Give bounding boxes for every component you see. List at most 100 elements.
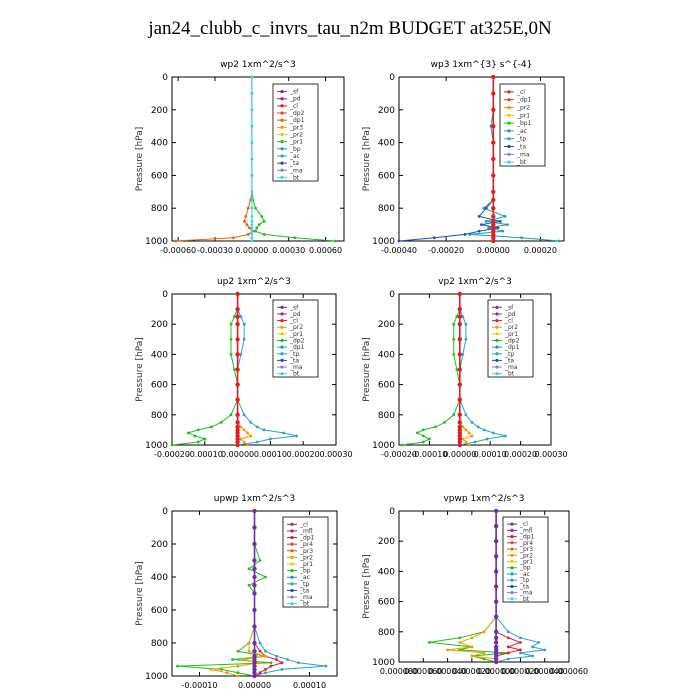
series-point [252, 654, 257, 659]
x-tick-label: -0.00040 [381, 246, 417, 255]
series-point [275, 654, 278, 658]
legend-entry: _pr3 [299, 548, 313, 555]
x-tick-label: 0.000020 [453, 667, 491, 676]
series-point [187, 431, 190, 435]
panel-title: wp3 1xm^{3} s^{-4} [431, 60, 533, 70]
series-point [519, 636, 522, 640]
y-axis-label: Pressure [hPa] [362, 127, 372, 192]
legend-marker [280, 318, 284, 323]
series-point [196, 440, 200, 444]
legend-marker [507, 113, 511, 117]
series-point [250, 190, 254, 194]
legend-marker [280, 89, 284, 94]
x-tick-label: 0.00020 [287, 450, 320, 459]
panel-title: upwp 1xm^2/s^3 [214, 494, 295, 504]
legend-entry: _mfl [299, 528, 313, 535]
panel-vpwp: vpwp 1xm^2/s^3 Pressure [hPa] 0 200 400 600 80… [362, 494, 588, 676]
series-point [452, 337, 456, 341]
series-point [537, 640, 541, 644]
series-point [250, 92, 254, 95]
series-point [491, 232, 496, 237]
legend-entry: _pr1 [519, 559, 533, 566]
series-line [469, 77, 560, 242]
legend-entry: _pr2 [289, 324, 303, 331]
series-point [452, 413, 456, 417]
series-point [457, 442, 462, 448]
series-point [242, 658, 245, 661]
legend-entry: _cl [504, 318, 513, 325]
x-tick-label: 0.00000 [238, 681, 271, 690]
series-point [242, 322, 246, 326]
series-point [239, 437, 243, 441]
series-point [428, 437, 431, 441]
series-point [235, 291, 240, 297]
series-point [427, 640, 431, 644]
legend-marker [495, 365, 499, 369]
legend-marker [495, 305, 499, 309]
legend-entry: _cl [516, 89, 525, 96]
series-line [398, 77, 501, 242]
series-point [250, 219, 254, 223]
y-tick-label: 800 [151, 204, 168, 214]
x-tick-label: 0.000080 [380, 667, 418, 676]
y-tick-label: 400 [378, 350, 395, 360]
legend-marker [280, 345, 284, 349]
series-point [493, 599, 499, 604]
series-point [235, 314, 240, 319]
y-tick-label: 600 [378, 171, 395, 181]
series-point [501, 229, 505, 233]
y-axis-label: Pressure [hPa] [135, 127, 145, 192]
series-point [258, 559, 262, 562]
series-point [252, 663, 257, 669]
legend-marker [280, 132, 284, 137]
legend-marker [510, 541, 514, 545]
y-tick-label: 400 [151, 350, 168, 360]
series-line [177, 511, 272, 677]
series-point [470, 654, 474, 658]
series-point [467, 431, 471, 435]
panel-title: vpwp 1xm^2/s^3 [443, 494, 524, 504]
series-point [461, 437, 465, 441]
series-point [457, 439, 462, 445]
series-point [252, 649, 257, 654]
legend-marker [510, 566, 514, 570]
series-point [252, 667, 257, 672]
series-point [491, 238, 496, 244]
series-point [455, 368, 459, 371]
legend-entry: _dp1 [289, 344, 305, 351]
series-point [457, 397, 462, 402]
x-tick-label: -0.00020 [428, 246, 464, 255]
series-point [491, 156, 496, 162]
y-axis-label: Pressure [hPa] [362, 337, 372, 402]
legend-entry: _sf [289, 89, 299, 96]
series-point [249, 420, 253, 424]
legend-marker [495, 372, 499, 376]
series-point [531, 654, 534, 658]
series-point [258, 661, 262, 665]
series-point [491, 124, 496, 129]
series-point [519, 651, 522, 655]
series-point [229, 413, 233, 417]
series-point [464, 337, 468, 341]
series-point [264, 575, 267, 579]
legend-entry: _pr2 [504, 324, 518, 331]
series-point [252, 607, 257, 613]
series-point [493, 635, 499, 641]
series-point [491, 197, 496, 203]
legend-marker [507, 90, 511, 94]
series-point [487, 226, 490, 230]
series-point [235, 337, 240, 342]
series-point [252, 660, 257, 665]
y-tick-label: 200 [151, 106, 168, 116]
legend-marker [290, 535, 294, 540]
legend-marker [507, 121, 511, 125]
series-point [252, 624, 257, 629]
series-point [247, 649, 251, 653]
legend-marker [495, 338, 499, 343]
x-tick-label: 0.00000 [221, 450, 254, 459]
y-tick-label: 1000 [145, 441, 168, 451]
series-point [250, 108, 254, 112]
series-line [401, 294, 461, 446]
series-point [397, 239, 401, 243]
panel-title: wp2 1xm^2/s^3 [220, 60, 296, 70]
